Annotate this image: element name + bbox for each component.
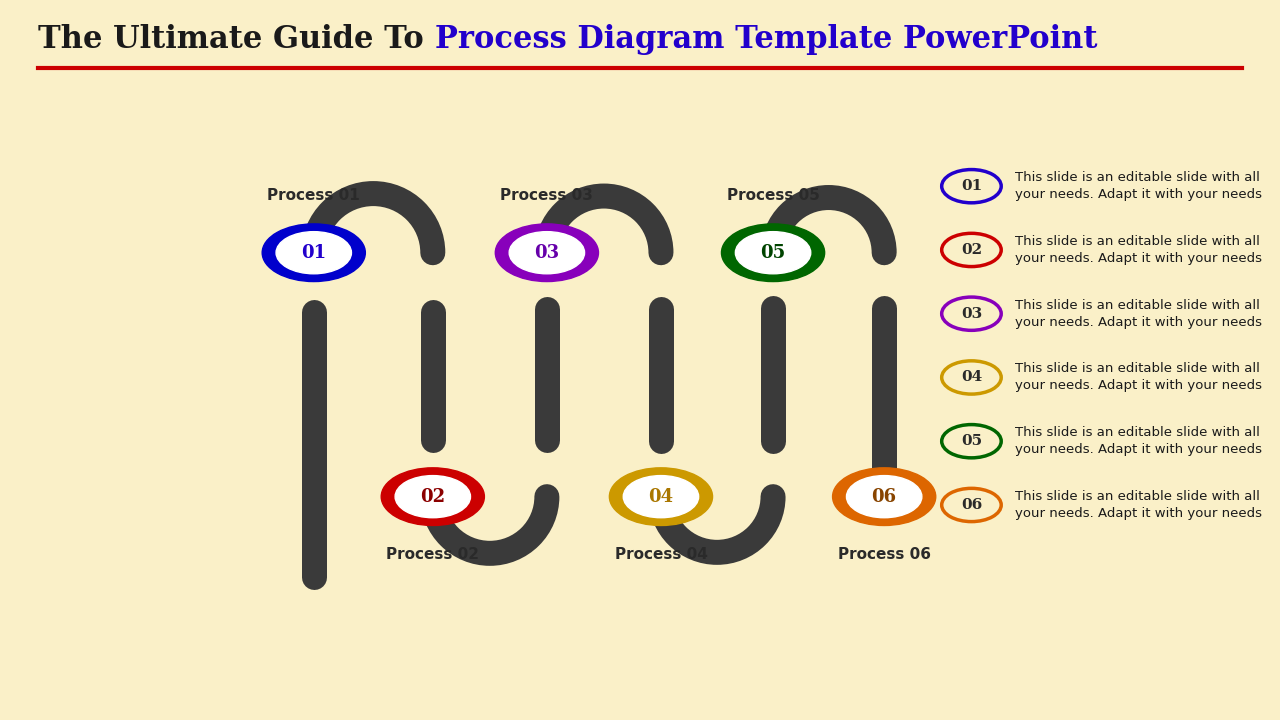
Circle shape xyxy=(396,476,471,518)
Text: 05: 05 xyxy=(961,434,982,449)
Text: The Ultimate Guide To: The Ultimate Guide To xyxy=(38,24,435,55)
Text: Process 03: Process 03 xyxy=(500,188,594,203)
Text: This slide is an editable slide with all
your needs. Adapt it with your needs: This slide is an editable slide with all… xyxy=(1015,171,1262,201)
Text: 04: 04 xyxy=(649,487,673,505)
Text: Process Diagram Template PowerPoint: Process Diagram Template PowerPoint xyxy=(435,24,1097,55)
Circle shape xyxy=(623,476,699,518)
Text: Process 01: Process 01 xyxy=(268,188,360,203)
Text: 03: 03 xyxy=(534,243,559,261)
Text: 04: 04 xyxy=(961,371,982,384)
Text: This slide is an editable slide with all
your needs. Adapt it with your needs: This slide is an editable slide with all… xyxy=(1015,426,1262,456)
Circle shape xyxy=(846,476,922,518)
Circle shape xyxy=(832,468,936,526)
Text: 06: 06 xyxy=(872,487,897,505)
Text: 03: 03 xyxy=(961,307,982,320)
Text: This slide is an editable slide with all
your needs. Adapt it with your needs: This slide is an editable slide with all… xyxy=(1015,235,1262,265)
Circle shape xyxy=(381,468,484,526)
Circle shape xyxy=(735,232,810,274)
Text: 02: 02 xyxy=(961,243,982,257)
Text: 01: 01 xyxy=(301,243,326,261)
Text: 02: 02 xyxy=(420,487,445,505)
Text: Process 05: Process 05 xyxy=(727,188,819,203)
Text: 06: 06 xyxy=(961,498,982,512)
Circle shape xyxy=(262,224,365,282)
Circle shape xyxy=(495,224,599,282)
Text: This slide is an editable slide with all
your needs. Adapt it with your needs: This slide is an editable slide with all… xyxy=(1015,490,1262,520)
Text: Process 04: Process 04 xyxy=(614,546,708,562)
Circle shape xyxy=(609,468,713,526)
Text: 01: 01 xyxy=(961,179,982,193)
Circle shape xyxy=(722,224,824,282)
Circle shape xyxy=(276,232,352,274)
Circle shape xyxy=(509,232,585,274)
Text: Process 02: Process 02 xyxy=(387,546,479,562)
Text: Process 06: Process 06 xyxy=(837,546,931,562)
Text: This slide is an editable slide with all
your needs. Adapt it with your needs: This slide is an editable slide with all… xyxy=(1015,299,1262,329)
Text: This slide is an editable slide with all
your needs. Adapt it with your needs: This slide is an editable slide with all… xyxy=(1015,362,1262,392)
Text: 05: 05 xyxy=(760,243,786,261)
